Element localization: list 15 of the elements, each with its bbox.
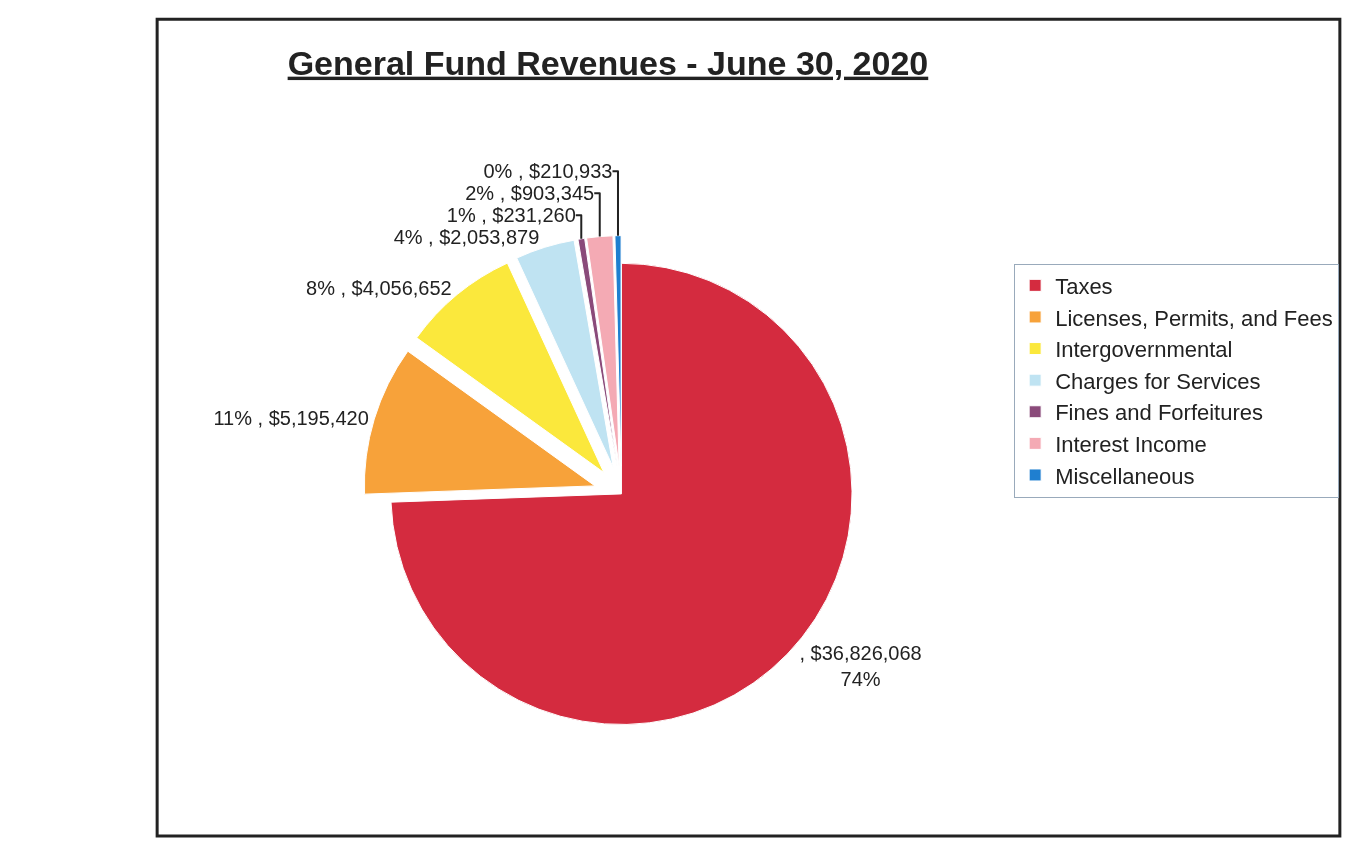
- legend-label: Fines and Forfeitures: [1055, 400, 1264, 426]
- legend-label: Charges for Services: [1055, 368, 1261, 394]
- legend-label: Miscellaneous: [1055, 463, 1195, 489]
- legend-label: Intergovernmental: [1055, 337, 1233, 363]
- data-label: 4% , $2,053,879: [393, 226, 540, 249]
- data-label: 11% , $5,195,420: [213, 407, 369, 430]
- data-label: 1% , $231,260: [446, 204, 576, 227]
- data-label: 2% , $903,345: [465, 182, 595, 205]
- data-label: 0% , $210,933: [483, 160, 613, 183]
- data-label: 8% , $4,056,652: [306, 277, 452, 300]
- legend-label: Taxes: [1055, 273, 1113, 299]
- data-label: , $36,826,068 74%: [799, 641, 922, 690]
- legend-label: Interest Income: [1055, 431, 1207, 457]
- chart-title: General Fund Revenues - June 30, 2020: [287, 43, 929, 82]
- legend-label: Licenses, Permits, and Fees: [1055, 305, 1333, 331]
